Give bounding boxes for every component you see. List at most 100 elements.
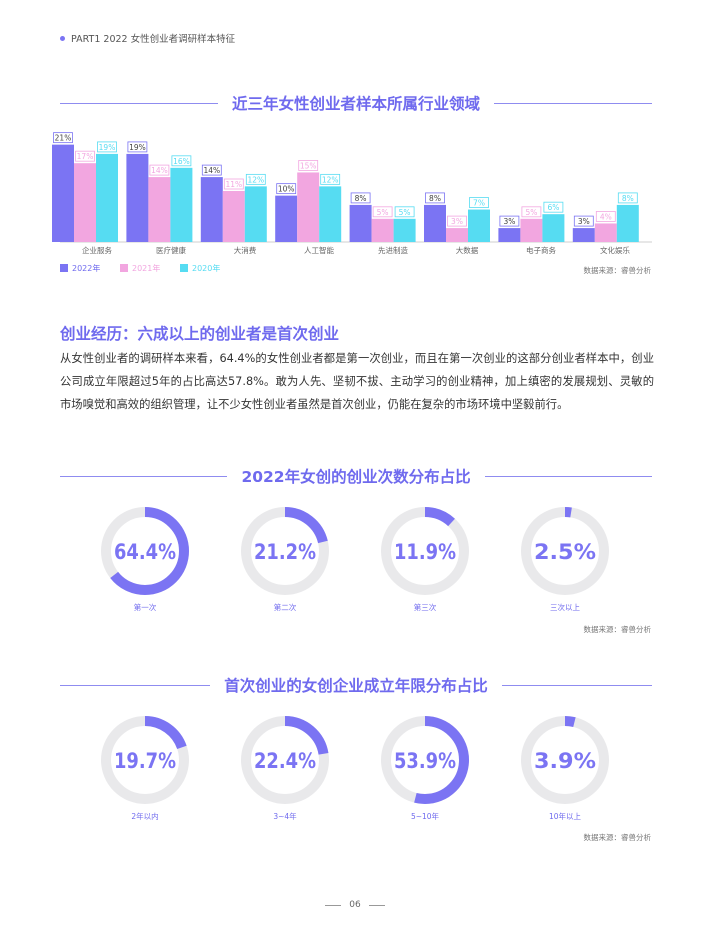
data-label-box [372,206,393,218]
legend-label: 2021年 [132,263,160,273]
bar [371,218,394,242]
title-rule-right [501,684,653,686]
bar [244,186,267,242]
data-label-box [75,150,95,162]
industry-bar-chart: 21% 17% 19% 企业服务 19% 14% 16% 医疗健康 14% 11% 12% 大消费 10… [52,132,652,273]
bar [616,204,639,242]
legend-swatch [120,264,128,272]
bar [148,177,171,242]
bullet-dot-icon [60,35,65,41]
x-tick-label: 电子商务 [526,245,556,255]
data-label-box [53,132,73,144]
data-label: 8% [429,194,441,203]
data-label-box [425,192,445,204]
data-label: 17% [77,152,94,161]
data-label-box [521,206,542,218]
x-tick-label: 企业服务 [82,245,112,255]
data-label: 5% [377,208,389,217]
page-number: 06 [349,900,361,910]
page-footer: 06 [0,900,710,910]
data-label-box [617,192,638,204]
ring-value-label: 64.4% [114,540,176,564]
ring-value-label: 53.9% [394,749,456,773]
ring-arc [381,507,469,595]
footer-rule [368,904,385,906]
data-label: 14% [151,166,168,175]
data-label-box [127,141,148,153]
x-tick-label: 大消费 [234,245,257,255]
data-label-box [201,164,222,176]
data-label-box [97,141,117,153]
legend-swatch [60,264,68,272]
ring-category-label: 2年以内 [131,811,158,821]
data-label-box [223,178,244,190]
startup-count-rings: 64.4% 第一次 21.2% 第二次 11.9% 第三次 2.5% 三次以上 [101,507,609,612]
ring-arc [241,716,329,804]
ring-category-label: 5~10年 [411,811,440,821]
ring-category-label: 10年以上 [549,811,582,821]
bar [170,167,193,242]
ring-value-label: 21.2% [254,540,316,564]
page-header: PART1 2022 女性创业者调研样本特征 [60,31,235,45]
bar [222,191,245,242]
title-rule-right [494,102,653,104]
section1-title-text: 近三年女性创业者样本所属行业领域 [232,95,481,113]
ring-value-label: 11.9% [394,540,456,564]
bar [520,218,543,242]
company-age-rings: 19.7% 2年以内 22.4% 3~4年 53.9% 5~10年 3.9% 10年以上 [101,716,609,821]
bar [468,209,490,242]
data-label: 19% [129,143,146,152]
bar [96,153,118,242]
data-label: 8% [622,194,634,203]
data-label: 12% [322,175,339,184]
data-label: 10% [278,185,295,194]
ring-value-label: 19.7% [114,749,176,773]
bar [594,223,617,242]
ring-value-label: 3.9% [534,749,596,773]
data-label: 16% [173,157,190,166]
data-label: 21% [55,134,72,143]
data-label: 4% [600,212,612,221]
title-rule-left [60,684,211,686]
section3-title-text: 首次创业的女创企业成立年限分布占比 [224,677,488,695]
ring-category-label: 第二次 [274,602,297,612]
data-label-box [245,173,266,185]
legend-label: 2022年 [72,263,100,273]
data-label: 14% [203,166,220,175]
ring-category-label: 第三次 [414,602,437,612]
section3-source: 数据来源：睿兽分析 [583,833,652,842]
data-label: 3% [451,217,463,226]
bar [74,163,96,242]
ring-arc [521,507,609,595]
data-label-box [543,201,564,213]
ring-arc [241,507,329,595]
data-label-box [573,215,594,227]
bar [542,214,565,242]
ring-category-label: 3~4年 [273,811,297,821]
data-label-box [350,192,371,204]
bar [446,228,468,242]
data-label-box [499,215,520,227]
ring-category-label: 三次以上 [550,602,580,612]
data-label-box [394,206,415,218]
data-label-box [469,197,489,208]
x-tick-label: 大数据 [456,245,479,255]
data-label: 15% [300,161,317,170]
legend-label: 2020年 [192,263,220,273]
ring-arc [381,716,469,804]
data-label: 5% [399,208,411,217]
data-label-box [447,215,467,227]
bar [275,195,298,242]
section1-source: 数据来源：睿兽分析 [583,266,652,275]
title-rule-left [60,475,228,477]
ring-arc [101,507,189,595]
experience-paragraph: 从女性创业者的调研样本来看，64.4%的女性创业者都是第一次创业，而且在第一次创… [60,352,654,411]
x-tick-label: 先进制造 [378,245,408,255]
data-label-box [149,164,170,176]
data-label: 5% [525,208,537,217]
footer-rule [325,904,342,906]
data-label: 3% [578,217,590,226]
data-label-box [276,183,297,195]
bar [424,204,446,242]
bar [393,218,416,242]
